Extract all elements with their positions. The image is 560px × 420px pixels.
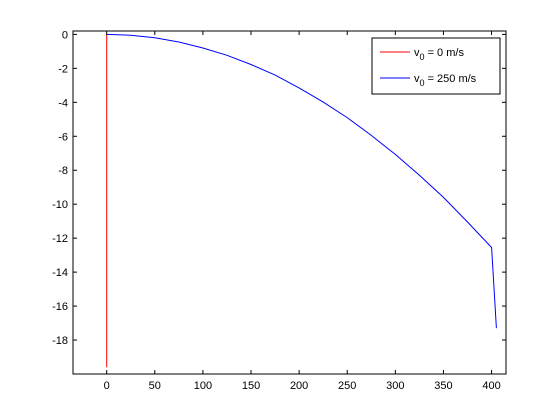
y-tick-label: -16: [52, 301, 68, 313]
x-tick-label: 200: [290, 380, 308, 392]
x-tick-label: 100: [194, 380, 212, 392]
legend-box: [371, 37, 501, 95]
y-tick-label: -4: [58, 97, 68, 109]
y-axis-ticks: 0 -2 -4 -6 -8 -10 -12 -14 -16 -18: [52, 29, 506, 347]
x-tick-label: 350: [434, 380, 452, 392]
x-axis-ticks: 0 50 100 150 200 250 300 350 400: [104, 31, 501, 392]
y-tick-label: -12: [52, 233, 68, 245]
x-tick-label: 0: [104, 380, 110, 392]
x-tick-label: 50: [149, 380, 161, 392]
series-line-1: [106, 33, 497, 329]
data-curves: [106, 33, 497, 368]
x-tick-label: 400: [482, 380, 500, 392]
legend-label-1: v0 = 250 m/s: [414, 73, 477, 88]
x-tick-label: 150: [242, 380, 260, 392]
x-tick-label: 250: [338, 380, 356, 392]
y-tick-label: -6: [58, 131, 68, 143]
y-tick-label: -8: [58, 165, 68, 177]
y-tick-label: -2: [58, 63, 68, 75]
legend-label-0: v0 = 0 m/s: [414, 47, 464, 62]
y-tick-label: -10: [52, 199, 68, 211]
y-tick-label: 0: [62, 29, 68, 41]
y-tick-label: -14: [52, 267, 68, 279]
y-tick-label: -18: [52, 335, 68, 347]
legend: v0 = 0 m/s v0 = 250 m/s: [371, 37, 501, 95]
x-tick-label: 300: [386, 380, 404, 392]
